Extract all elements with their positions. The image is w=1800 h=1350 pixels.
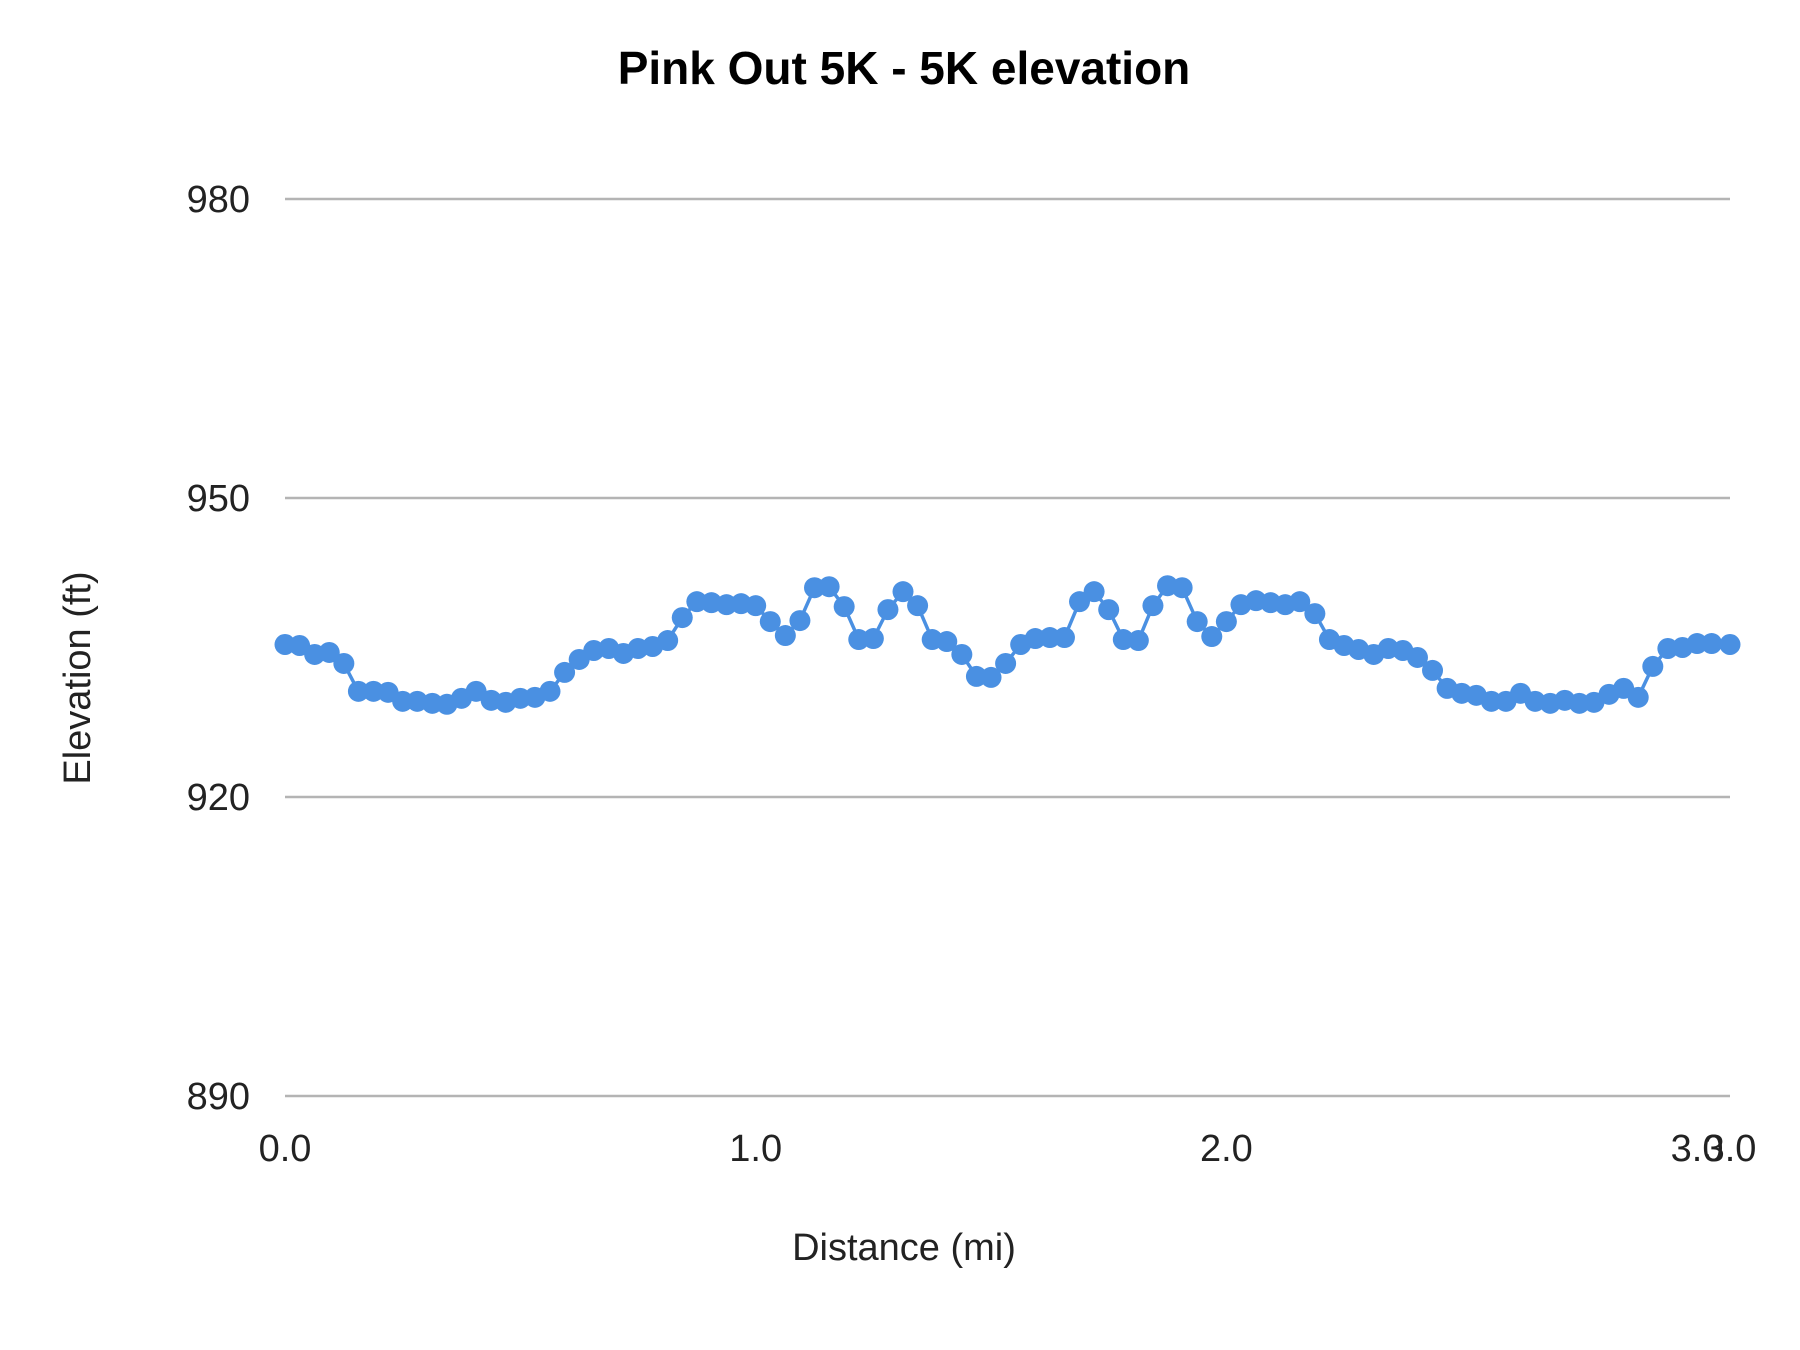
y-tick-label: 950 — [187, 478, 250, 520]
data-point — [1142, 595, 1164, 617]
y-tick-label: 920 — [187, 777, 250, 819]
data-point — [1719, 634, 1741, 656]
data-point — [333, 652, 355, 674]
series-points — [274, 575, 1741, 715]
data-point — [1642, 655, 1664, 677]
data-point — [1201, 626, 1223, 648]
data-point — [833, 596, 855, 618]
data-point — [554, 661, 576, 683]
data-point — [936, 631, 958, 653]
data-point — [877, 599, 899, 621]
gridlines — [285, 197, 1730, 1098]
x-tick-label: 3.0 — [1671, 1128, 1724, 1170]
data-point — [1422, 659, 1444, 681]
data-point — [1627, 686, 1649, 708]
data-point — [995, 652, 1017, 674]
data-point — [980, 666, 1002, 688]
data-point — [862, 628, 884, 650]
data-point — [907, 595, 929, 617]
data-point — [671, 607, 693, 629]
data-point — [347, 680, 369, 702]
chart-title: Pink Out 5K - 5K elevation — [618, 42, 1191, 94]
data-point — [745, 595, 767, 617]
y-tick-label: 980 — [187, 179, 250, 221]
data-point — [539, 680, 561, 702]
x-tick-label: 3.0 — [1704, 1128, 1757, 1170]
data-point — [1406, 646, 1428, 668]
data-point — [318, 641, 340, 663]
data-point — [892, 581, 914, 603]
data-point — [951, 643, 973, 665]
data-point — [774, 625, 796, 647]
x-tick-label: 2.0 — [1200, 1128, 1253, 1170]
x-axis-title: Distance (mi) — [792, 1227, 1016, 1269]
data-point — [1289, 591, 1311, 613]
x-tick-label: 1.0 — [729, 1128, 782, 1170]
data-point — [789, 610, 811, 632]
x-tick-label: 0.0 — [259, 1128, 312, 1170]
data-point — [759, 611, 781, 633]
data-point — [392, 690, 414, 712]
data-point — [1480, 690, 1502, 712]
data-point — [1112, 629, 1134, 651]
data-point — [818, 576, 840, 598]
y-axis-title: Elevation (ft) — [57, 571, 99, 784]
data-point — [1098, 599, 1120, 621]
y-tick-label: 890 — [187, 1076, 250, 1118]
x-tick-labels: 0.0 1.0 2.0 3.03.0 — [259, 1128, 1757, 1170]
data-point — [1686, 633, 1708, 655]
data-point — [1215, 611, 1237, 633]
data-point — [1171, 577, 1193, 599]
data-point — [1304, 603, 1326, 625]
data-point — [1039, 627, 1061, 649]
data-point — [1053, 627, 1075, 649]
data-point — [1083, 581, 1105, 603]
data-point — [1701, 633, 1723, 655]
y-tick-labels: 890 920 950 980 — [187, 179, 250, 1118]
data-point — [1127, 630, 1149, 652]
data-point — [657, 630, 679, 652]
data-point — [1186, 611, 1208, 633]
